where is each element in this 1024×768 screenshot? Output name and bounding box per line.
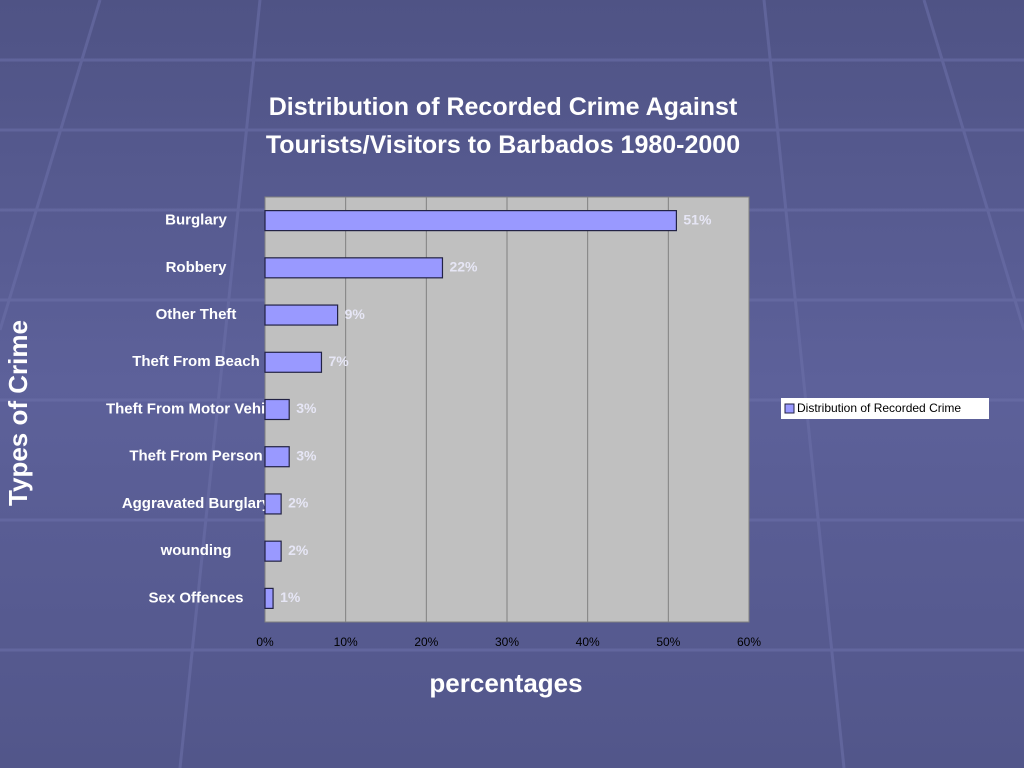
legend-swatch xyxy=(784,403,795,414)
x-tick-label: 60% xyxy=(737,635,761,649)
bar xyxy=(264,210,677,232)
y-tick-label: Robbery xyxy=(166,259,228,276)
y-tick-label: wounding xyxy=(160,542,232,559)
y-axis-label: Types of Crime xyxy=(3,320,33,506)
bar xyxy=(264,587,274,609)
y-tick-label: Aggravated Burglary xyxy=(122,495,271,512)
value-label: 9% xyxy=(345,306,366,322)
value-label: 7% xyxy=(328,353,349,369)
x-tick-label: 50% xyxy=(656,635,680,649)
y-tick-label: Theft From Person xyxy=(129,448,262,465)
legend xyxy=(781,398,989,419)
x-tick-label: 20% xyxy=(414,635,438,649)
value-label: 22% xyxy=(449,259,478,275)
value-label: 3% xyxy=(296,447,317,463)
bar xyxy=(264,446,290,468)
y-tick-label: Theft From Motor Vehicle xyxy=(106,400,286,417)
bar xyxy=(264,540,282,562)
y-tick-label: Burglary xyxy=(165,212,227,229)
bar xyxy=(264,398,290,421)
y-tick-label: Theft From Beach xyxy=(132,353,260,370)
x-tick-label: 0% xyxy=(256,635,274,649)
x-tick-label: 30% xyxy=(495,635,519,649)
value-label: 51% xyxy=(683,211,712,227)
value-label: 2% xyxy=(288,542,309,558)
value-label: 2% xyxy=(288,495,309,511)
legend-label: Distribution of Recorded Crime xyxy=(797,401,961,415)
x-tick-label: 10% xyxy=(334,635,358,649)
value-label: 3% xyxy=(296,400,317,416)
bar xyxy=(264,493,282,515)
x-tick-label: 40% xyxy=(576,635,600,649)
y-tick-label: Other Theft xyxy=(156,306,237,323)
value-label: 1% xyxy=(280,589,301,605)
x-axis-label: percentages xyxy=(429,668,582,698)
bar xyxy=(264,304,339,326)
bar xyxy=(264,351,323,373)
bar xyxy=(264,257,444,279)
y-tick-label: Sex Offences xyxy=(148,589,243,606)
chart-title: Distribution of Recorded Crime Against T… xyxy=(265,93,741,159)
